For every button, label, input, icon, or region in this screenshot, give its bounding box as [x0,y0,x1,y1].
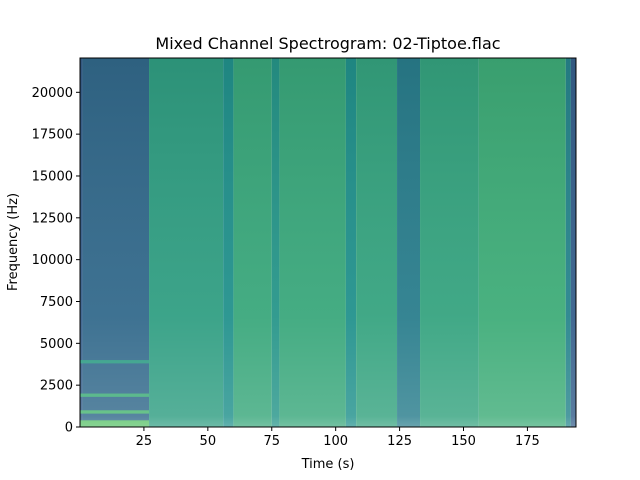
y-tick-label: 20000 [32,86,73,101]
y-tick-label: 10000 [32,253,73,268]
y-tick-label: 12500 [32,211,73,226]
y-tick-label: 2500 [40,379,73,394]
x-axis-ticks: 25 50 75 100 125 150 175 [136,427,540,449]
y-tick-label: 17500 [32,128,73,143]
y-tick-label: 15000 [32,169,73,184]
chart-title: Mixed Channel Spectrogram: 02-Tiptoe.fla… [155,34,500,53]
x-tick-label: 25 [136,434,153,449]
x-tick-label: 100 [323,434,348,449]
x-tick-label: 75 [263,434,280,449]
y-axis-label: Frequency (Hz) [6,193,21,291]
y-tick-label: 0 [65,421,73,436]
plot-area [80,58,576,427]
x-tick-label: 125 [387,434,412,449]
x-tick-label: 150 [451,434,476,449]
y-tick-label: 7500 [40,295,73,310]
x-tick-label: 50 [200,434,217,449]
x-axis-label: Time (s) [301,457,355,472]
plot-frame [79,57,577,428]
frequency-shading [80,58,576,427]
y-tick-label: 5000 [40,337,73,352]
y-axis-ticks: 0 2500 5000 7500 10000 12500 15000 17500 20000 [32,86,80,436]
x-tick-label: 175 [515,434,540,449]
